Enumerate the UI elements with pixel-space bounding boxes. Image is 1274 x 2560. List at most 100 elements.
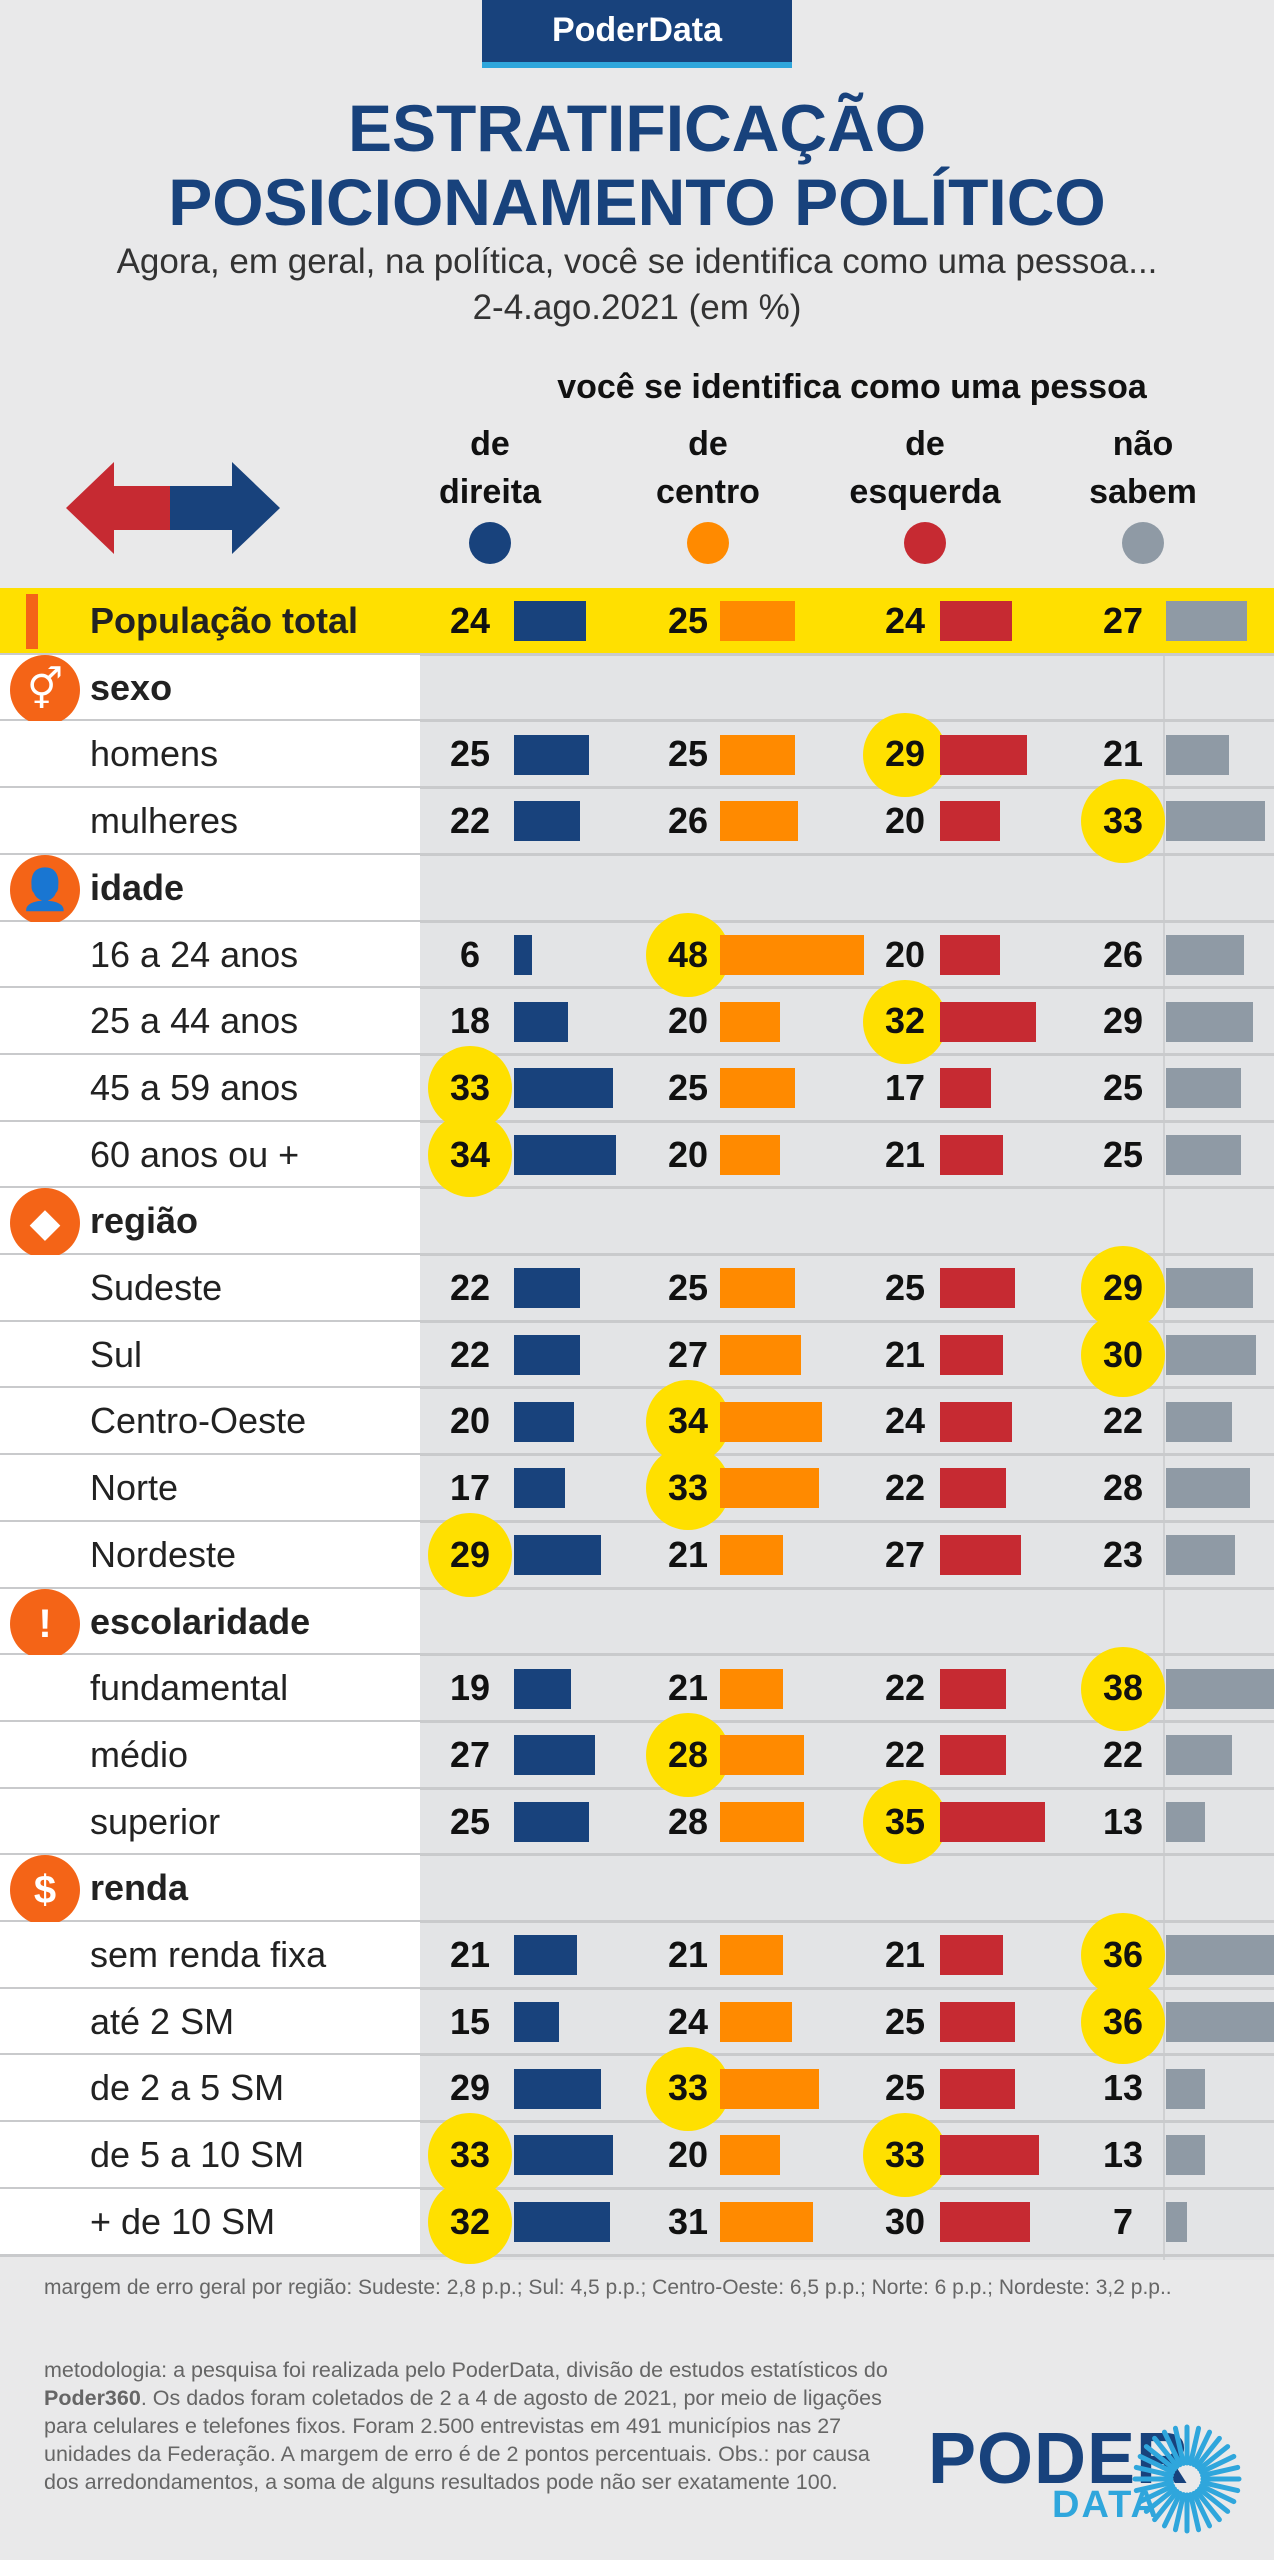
bar-nao_sabem (1166, 601, 1247, 642)
value-label-nao_sabem: 25 (1102, 1133, 1144, 1175)
series-header-line1: de (905, 425, 945, 463)
bar-direita (514, 1068, 613, 1109)
bar-centro (720, 2068, 819, 2109)
value-label-centro: 31 (667, 2200, 709, 2242)
value-label-direita: 27 (449, 1733, 491, 1775)
category-label: escolaridade (90, 1600, 311, 1642)
bar-direita (514, 2002, 559, 2043)
row-separator (0, 1453, 1274, 1457)
series-header-line1: não (1112, 425, 1174, 463)
bar-nao_sabem (1166, 1134, 1241, 1175)
bar-direita (514, 601, 586, 642)
subtitle: Agora, em geral, na política, você se id… (116, 242, 1158, 281)
sunburst-ray (1137, 2453, 1176, 2475)
value-label-nao_sabem: 26 (1102, 933, 1144, 975)
row-separator (0, 1653, 1274, 1657)
value-label-direita: 29 (449, 2067, 491, 2109)
bar-centro (720, 1535, 783, 1576)
value-label-esquerda: 35 (884, 1800, 926, 1842)
row-separator (0, 652, 1274, 656)
bar-direita (514, 1001, 568, 1042)
value-label-esquerda: 22 (884, 1467, 926, 1509)
bar-nao_sabem (1166, 1335, 1256, 1376)
value-label-centro: 20 (667, 2134, 709, 2176)
series-header-line1: de (688, 425, 728, 463)
row-separator (0, 1186, 1274, 1190)
series-header-direita: de direita (390, 420, 590, 516)
value-label-direita: 34 (449, 1133, 491, 1175)
bar-centro (720, 1268, 795, 1309)
highlight-circle (428, 1112, 512, 1197)
bar-esquerda (940, 1068, 991, 1109)
highlight-circle (1081, 1646, 1165, 1731)
row-separator (0, 1786, 1274, 1790)
value-label-esquerda: 21 (884, 1133, 926, 1175)
bar-direita (514, 1134, 616, 1175)
value-label-nao_sabem: 36 (1102, 2000, 1144, 2042)
category-label: renda (90, 1867, 189, 1909)
row-label-background (0, 1255, 420, 1322)
value-label-direita: 6 (459, 933, 481, 975)
bar-esquerda (940, 1668, 1006, 1709)
legend-dot-centro (687, 522, 729, 564)
bar-nao_sabem (1166, 2202, 1187, 2243)
bar-esquerda (940, 1335, 1003, 1376)
category-icon-dollar-icon: $ (10, 1855, 80, 1926)
value-label-direita: 21 (449, 1934, 491, 1975)
bar-nao_sabem (1166, 1068, 1241, 1109)
bar-nao_sabem (1166, 801, 1265, 842)
value-label-esquerda: 24 (884, 1400, 926, 1442)
row-label: de 5 a 10 SM (90, 2134, 305, 2176)
sunburst-ray (1143, 2444, 1177, 2472)
value-label-esquerda: 17 (884, 1066, 926, 1108)
row-label-background (0, 2122, 420, 2189)
title-line-1: ESTRATIFICAÇÃO (347, 91, 927, 165)
bar-centro (720, 1401, 822, 1442)
row-label: + de 10 SM (90, 2200, 276, 2242)
value-label-centro: 34 (667, 1400, 709, 1442)
bar-direita (514, 1735, 595, 1776)
row-label: Sudeste (90, 1267, 223, 1308)
value-label-direita: 22 (449, 800, 491, 842)
highlight-circle (863, 979, 947, 1064)
row-label: 16 a 24 anos (90, 933, 299, 975)
value-label-centro: 25 (667, 600, 709, 641)
bar-esquerda (940, 934, 1000, 975)
row-separator (0, 2120, 1274, 2124)
row-label-background (0, 1121, 420, 1189)
bar-centro (720, 801, 798, 842)
value-label-nao_sabem: 36 (1102, 1934, 1144, 1975)
bar-centro (720, 934, 864, 975)
series-header-line2: direita (438, 473, 542, 511)
title-line-2: POSICIONAMENTO POLÍTICO (168, 165, 1106, 239)
bar-direita (514, 1935, 577, 1976)
bar-centro (720, 1335, 801, 1376)
sunburst-ray (1133, 2464, 1174, 2478)
value-label-esquerda: 21 (884, 1934, 926, 1975)
row-separator (0, 1253, 1274, 1256)
bar-esquerda (940, 1535, 1021, 1576)
bar-esquerda (940, 734, 1027, 775)
sunburst-ray (1161, 2429, 1183, 2468)
sunburst-ray (1191, 2490, 1213, 2529)
row-separator (0, 1719, 1274, 1723)
bar-nao_sabem (1166, 1801, 1205, 1842)
row-separator (0, 1052, 1274, 1056)
value-label-nao_sabem: 13 (1102, 1800, 1144, 1842)
value-label-nao_sabem: 30 (1102, 1333, 1144, 1375)
legend-dot-nao_sabem (1122, 522, 1164, 564)
row-label-background (0, 1788, 420, 1856)
category-label: região (90, 1200, 199, 1242)
bar-nao_sabem (1166, 1935, 1274, 1976)
value-label-centro: 25 (667, 1267, 709, 1308)
left-right-arrow-icon (66, 462, 280, 554)
bar-nao_sabem (1166, 2135, 1205, 2176)
value-label-esquerda: 22 (884, 1733, 926, 1775)
bar-nao_sabem (1166, 1401, 1232, 1442)
sunburst-ray (1152, 2435, 1180, 2469)
value-label-esquerda: 24 (884, 600, 926, 641)
row-label-background (0, 1521, 420, 1589)
value-label-centro: 25 (667, 1066, 709, 1108)
series-header-esquerda: de esquerda (825, 420, 1025, 516)
bar-direita (514, 2068, 601, 2109)
